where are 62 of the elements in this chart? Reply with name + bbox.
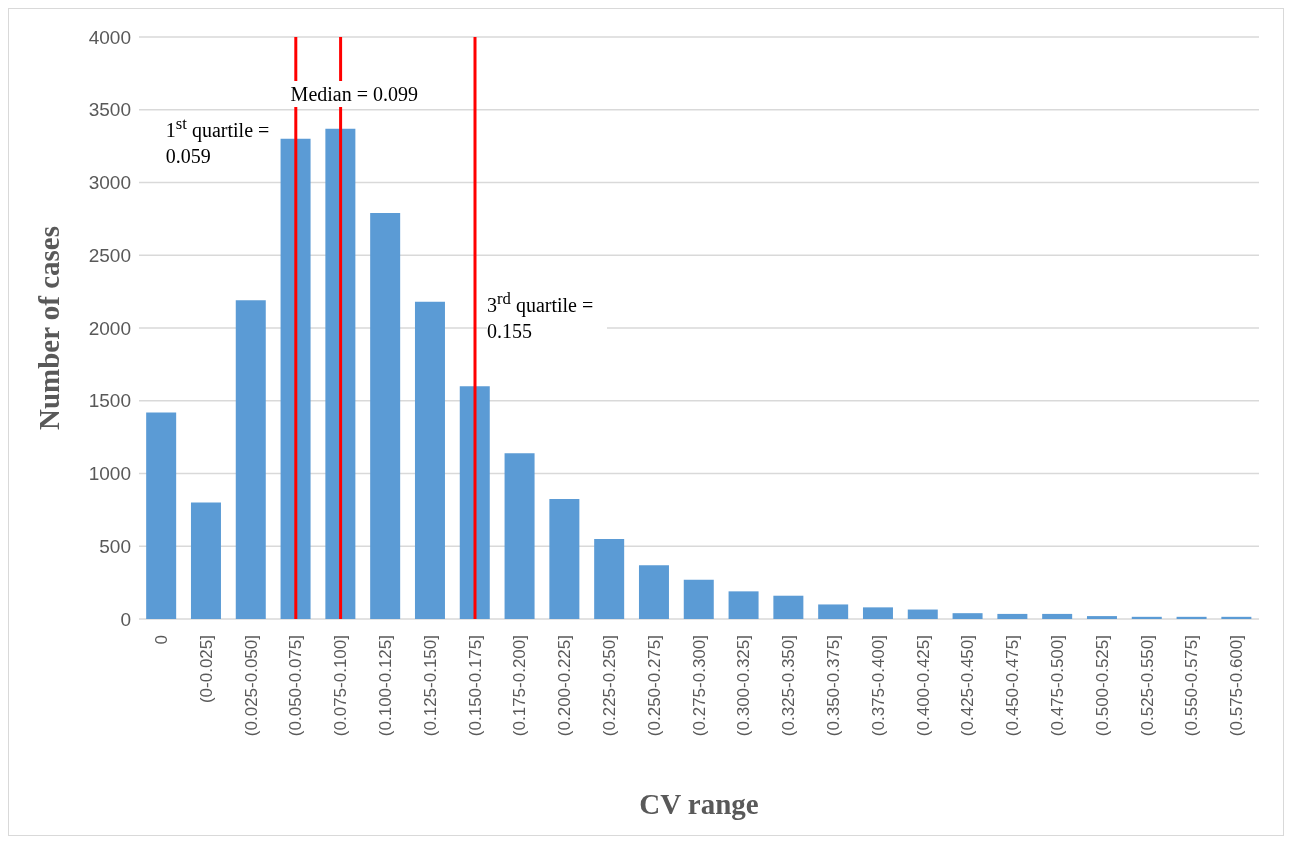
bar [504,453,535,619]
x-tick-label: (0.450-0.475] [1003,635,1023,737]
x-axis-title: CV range [639,788,759,820]
x-tick-label: (0.275-0.300] [689,635,709,737]
bar [370,213,401,619]
bar [594,538,625,619]
x-tick-label: (0.575-0.600] [1227,635,1247,737]
y-tick-label: 1500 [88,390,131,412]
bar [146,412,177,619]
bar [1221,616,1252,619]
bar [1176,616,1207,619]
x-tick-label: (0.100-0.125] [375,635,395,737]
y-tick-label: 3500 [88,99,131,121]
x-tick-label: 0 [151,635,171,645]
bar [683,579,714,619]
x-tick-label: (0.325-0.350] [779,635,799,737]
x-tick-label: (0.025-0.050] [241,635,261,737]
x-tick-label: (0.525-0.550] [1137,635,1157,737]
x-tick-label: (0.475-0.500] [1047,635,1067,737]
y-tick-label: 3000 [88,172,131,194]
x-tick-label: (0.075-0.100] [331,635,351,737]
bar [190,502,221,619]
x-tick-label: (0.300-0.325] [734,635,754,737]
bar [1131,616,1162,619]
x-tick-label: (0.250-0.275] [644,635,664,737]
x-tick-label: (0.350-0.375] [823,635,843,737]
x-tick-label: (0.500-0.525] [1092,635,1112,737]
x-tick-label: (0.425-0.450] [958,635,978,737]
y-tick-label: 500 [99,535,131,557]
x-tick-label: (0.150-0.175] [465,635,485,737]
x-tick-label: (0.375-0.400] [868,635,888,737]
bar [907,609,938,619]
bar [549,498,580,619]
y-tick-label: 4000 [88,26,131,48]
bar [952,613,983,619]
x-tick-label: (0.050-0.075] [286,635,306,737]
bar [414,301,445,619]
bar [818,604,849,619]
bar [459,386,490,619]
y-tick-label: 0 [120,608,131,630]
bar [997,613,1028,619]
y-tick-label: 1000 [88,463,131,485]
y-tick-label: 2500 [88,244,131,266]
ref-line-label: 1$^{st}$ quartile = 0.059 [165,111,272,169]
bar [1086,616,1117,619]
bar [1042,613,1073,619]
bar [728,591,759,619]
bar [773,595,804,619]
x-tick-label: (0-0.025] [196,635,216,704]
y-tick-label: 2000 [88,317,131,339]
ref-line-label: Median = 0.099 [290,81,418,107]
bar [638,565,669,619]
bar [862,607,893,619]
x-tick-label: (0.225-0.250] [599,635,619,737]
ref-line-label: 3$^{rd}$ quartile = 0.155 [487,286,607,344]
x-tick-label: (0.550-0.575] [1182,635,1202,737]
x-tick-label: (0.125-0.150] [420,635,440,737]
x-tick-label: (0.175-0.200] [510,635,530,737]
y-axis-title: Number of cases [33,225,66,431]
x-tick-label: (0.400-0.425] [913,635,933,737]
x-tick-label: (0.200-0.225] [555,635,575,737]
bar [235,300,266,619]
